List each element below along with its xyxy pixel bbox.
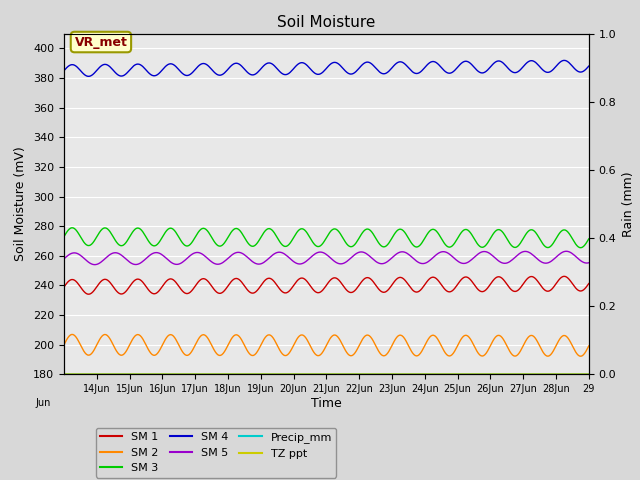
Text: Jun: Jun (35, 398, 51, 408)
SM 5 (125, 258, 132, 264)
SM 3 (125, 236, 132, 242)
SM 2 (392, 336, 399, 342)
Precip_mm (60, 372, 68, 377)
SM 3 (269, 228, 277, 234)
SM 5 (90, 262, 98, 267)
Precip_mm (268, 372, 276, 377)
SM 3 (585, 236, 593, 242)
SM 2 (269, 335, 277, 341)
SM 3 (68, 225, 76, 230)
SM 1 (269, 277, 277, 283)
Precip_mm (585, 372, 593, 377)
Y-axis label: Rain (mm): Rain (mm) (622, 171, 635, 237)
TZ ppt (442, 371, 449, 376)
SM 1 (85, 291, 93, 297)
SM 4 (125, 69, 132, 74)
SM 3 (392, 230, 399, 236)
SM 4 (392, 61, 399, 67)
Precip_mm (439, 372, 447, 377)
Line: SM 4: SM 4 (64, 60, 589, 76)
SM 5 (392, 252, 399, 258)
SM 1 (560, 274, 568, 279)
Title: Soil Moisture: Soil Moisture (277, 15, 376, 30)
SM 5 (585, 260, 593, 265)
Y-axis label: Soil Moisture (mV): Soil Moisture (mV) (15, 146, 28, 262)
Line: SM 5: SM 5 (64, 251, 589, 264)
Precip_mm (390, 372, 398, 377)
SM 3 (443, 243, 451, 249)
Line: SM 3: SM 3 (64, 228, 589, 248)
SM 2 (577, 353, 585, 359)
X-axis label: Time: Time (311, 397, 342, 410)
Legend: SM 1, SM 2, SM 3, SM 4, SM 5, Precip_mm, TZ ppt: SM 1, SM 2, SM 3, SM 4, SM 5, Precip_mm,… (96, 428, 337, 478)
Precip_mm (442, 372, 449, 377)
Text: VR_met: VR_met (74, 36, 127, 48)
SM 3 (232, 226, 240, 231)
SM 1 (440, 286, 448, 291)
SM 1 (125, 285, 132, 291)
SM 4 (440, 68, 448, 73)
TZ ppt (124, 371, 131, 376)
SM 4 (60, 68, 68, 73)
TZ ppt (585, 371, 593, 376)
SM 2 (68, 332, 76, 337)
SM 2 (60, 342, 68, 348)
SM 2 (585, 343, 593, 349)
TZ ppt (390, 371, 398, 376)
SM 2 (440, 348, 448, 354)
TZ ppt (60, 371, 68, 376)
SM 5 (60, 256, 68, 262)
SM 4 (443, 70, 451, 75)
SM 5 (440, 249, 448, 254)
SM 2 (232, 332, 240, 337)
SM 2 (443, 352, 451, 358)
SM 1 (585, 281, 593, 287)
SM 5 (269, 252, 277, 257)
SM 1 (443, 288, 451, 294)
SM 4 (85, 73, 93, 79)
SM 4 (585, 63, 593, 69)
Precip_mm (231, 372, 239, 377)
SM 5 (443, 250, 451, 255)
SM 4 (232, 60, 240, 66)
SM 1 (232, 276, 240, 281)
SM 1 (392, 277, 399, 283)
SM 3 (577, 245, 585, 251)
SM 1 (60, 284, 68, 290)
SM 3 (60, 234, 68, 240)
SM 4 (269, 62, 277, 68)
SM 5 (232, 250, 240, 255)
SM 3 (440, 240, 448, 246)
TZ ppt (439, 371, 447, 376)
TZ ppt (268, 371, 276, 376)
Precip_mm (124, 372, 131, 377)
SM 4 (560, 58, 568, 63)
TZ ppt (231, 371, 239, 376)
Line: SM 1: SM 1 (64, 276, 589, 294)
SM 2 (125, 344, 132, 350)
Line: SM 2: SM 2 (64, 335, 589, 356)
SM 5 (563, 248, 570, 254)
